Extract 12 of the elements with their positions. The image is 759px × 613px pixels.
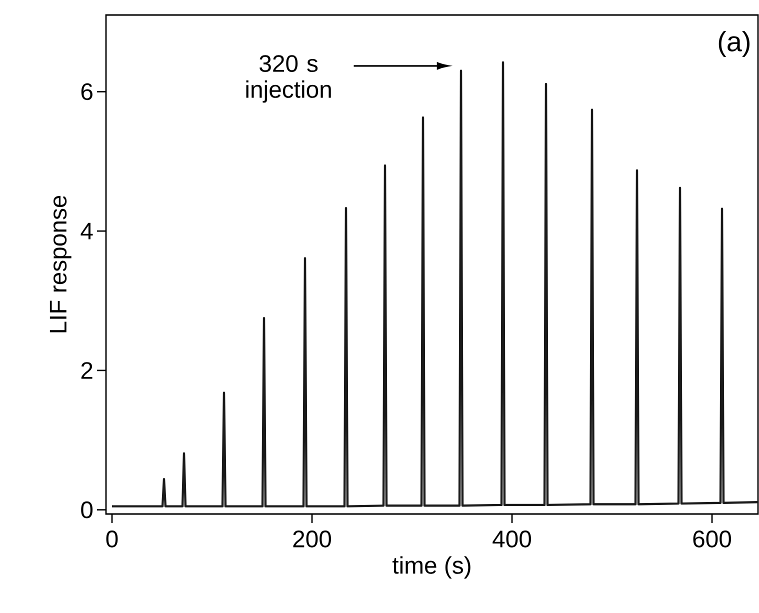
x-tick-label: 0 [106, 530, 118, 548]
x-tick-label: 200 [293, 530, 332, 548]
y-axis-title: LIF response [50, 196, 72, 332]
x-axis-title: time (s) [392, 556, 470, 579]
x-tick-label: 600 [693, 530, 732, 548]
y-tick-label: 6 [81, 83, 92, 100]
y-tick-label: 0 [81, 501, 93, 518]
y-tick-label: 2 [81, 362, 92, 379]
annotation: (a) [718, 30, 750, 57]
y-tick-label: 4 [80, 222, 93, 240]
x-tick-label: 400 [492, 530, 532, 548]
annotation: 320 s injection [246, 55, 331, 103]
